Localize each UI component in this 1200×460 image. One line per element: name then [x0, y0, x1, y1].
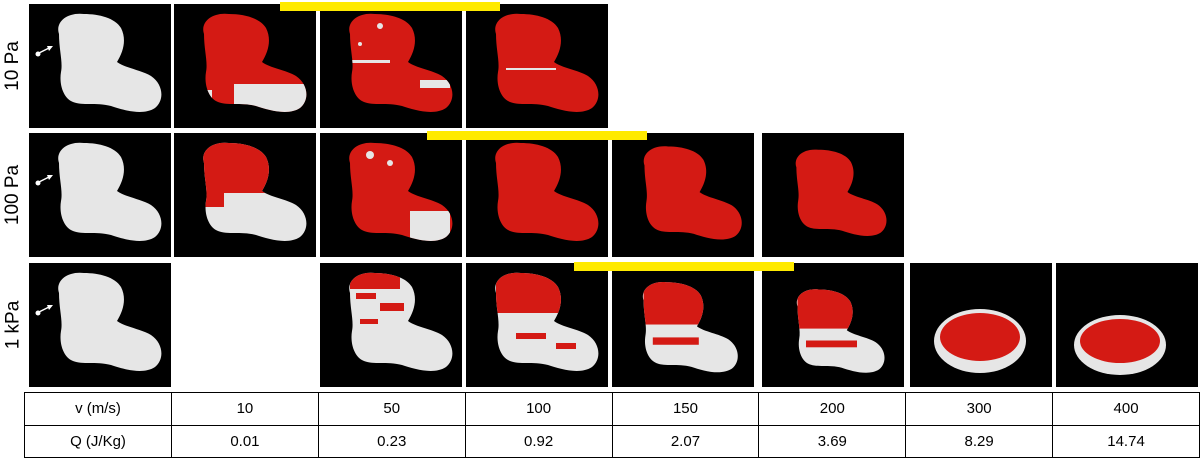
v-value: 200: [758, 392, 907, 426]
panel-100pa-v200: [762, 133, 904, 257]
panel-1kpa-v400: [1056, 263, 1198, 387]
q-value: 0.92: [464, 424, 613, 458]
q-value: 0.01: [171, 424, 319, 458]
table-row: v (m/s) 10 50 100 150 200 300 400: [24, 392, 1200, 426]
q-value: 0.23: [317, 424, 466, 458]
v-value: 100: [464, 392, 613, 426]
panel-100pa-v10: [174, 133, 316, 257]
impact-arrow-icon: [35, 305, 53, 316]
row-label-100pa: 100 Pa: [2, 164, 24, 226]
parameter-table: v (m/s) 10 50 100 150 200 300 400 Q (J/K…: [24, 392, 1200, 458]
table-row: Q (J/Kg) 0.01 0.23 0.92 2.07 3.69 8.29 1…: [24, 424, 1200, 458]
q-value: 8.29: [905, 424, 1054, 458]
panel-100pa-v50: [320, 133, 462, 257]
q-value: 14.74: [1052, 424, 1200, 458]
panel-100pa-v100: [466, 133, 608, 257]
impact-arrow-icon: [35, 46, 53, 57]
v-value: 300: [905, 392, 1054, 426]
panel-1kpa-v150: [612, 263, 754, 387]
v-header: v (m/s): [24, 392, 172, 426]
panel-100pa-intact: [29, 133, 171, 257]
v-value: 50: [317, 392, 466, 426]
panel-10pa-v10: [174, 4, 316, 128]
v-value: 10: [171, 392, 319, 426]
marker-bar-10pa: [280, 2, 500, 11]
panel-10pa-v100: [466, 4, 608, 128]
panel-1kpa-v50: [320, 263, 462, 387]
panel-1kpa-intact: [29, 263, 171, 387]
q-value: 2.07: [611, 424, 760, 458]
marker-bar-100pa: [427, 131, 647, 140]
panel-10pa-v50: [320, 4, 462, 128]
v-value: 400: [1052, 392, 1200, 426]
impact-arrow-icon: [35, 175, 53, 186]
panel-10pa-intact: [29, 4, 171, 128]
panel-100pa-v150: [612, 133, 754, 257]
v-value: 150: [611, 392, 760, 426]
q-value: 3.69: [758, 424, 907, 458]
marker-bar-1kpa: [574, 262, 794, 271]
q-header: Q (J/Kg): [24, 424, 172, 458]
panel-1kpa-v200: [762, 263, 904, 387]
row-label-1kpa: 1 kPa: [2, 300, 23, 350]
panel-1kpa-v300: [910, 263, 1052, 387]
row-label-10pa: 10 Pa: [2, 41, 23, 91]
panel-1kpa-v100: [466, 263, 608, 387]
